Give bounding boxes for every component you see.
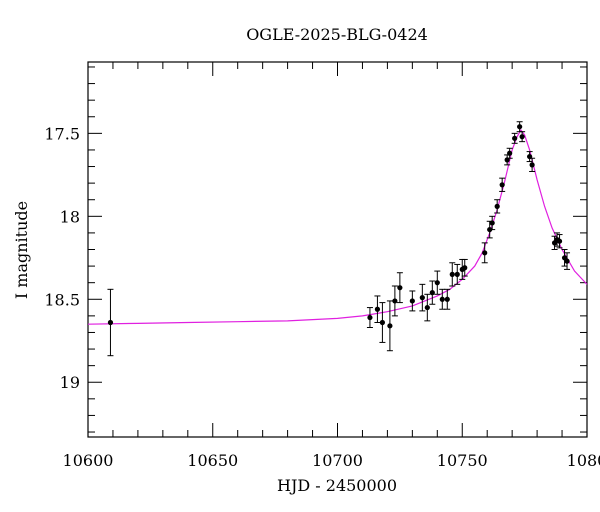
- data-point-marker: [449, 271, 455, 277]
- data-point: [444, 288, 451, 310]
- x-tick-label: 10600: [63, 451, 114, 470]
- data-point-marker: [489, 220, 495, 226]
- data-point: [519, 131, 526, 143]
- data-point-marker: [387, 323, 393, 329]
- axis-ticks: [87, 62, 588, 437]
- data-point: [386, 300, 393, 352]
- data-point: [409, 290, 416, 312]
- y-axis-title: I magnitude: [12, 201, 31, 299]
- y-tick-label: 18.5: [44, 290, 80, 309]
- data-point-marker: [529, 162, 535, 168]
- data-point: [511, 132, 518, 144]
- y-tick-label: 17.5: [44, 124, 80, 143]
- data-point: [489, 215, 496, 231]
- data-point-marker: [367, 314, 373, 321]
- y-tick-label: 19: [60, 373, 80, 392]
- data-point: [529, 157, 536, 173]
- x-tick-label: 10700: [312, 451, 363, 470]
- data-point: [454, 263, 461, 285]
- data-point: [556, 234, 563, 249]
- data-point: [366, 307, 373, 328]
- data-point: [481, 242, 488, 264]
- data-point: [494, 199, 501, 214]
- plot-frame: [87, 61, 588, 438]
- data-point: [107, 288, 114, 357]
- data-point: [379, 302, 386, 343]
- data-point-marker: [424, 304, 430, 311]
- chart-title: OGLE-2025-BLG-0424: [246, 25, 428, 44]
- data-point: [434, 270, 441, 295]
- data-point-marker: [454, 271, 460, 277]
- data-point-marker: [419, 295, 425, 301]
- x-axis-title: HJD - 2450000: [277, 476, 397, 495]
- data-point-marker: [519, 134, 525, 140]
- axis-tick-labels: 10600 10650 10700 10750 1080 17.5 18 18.5 19: [44, 124, 600, 470]
- data-points-layer: [107, 121, 571, 357]
- data-point-marker: [379, 319, 386, 326]
- data-point-marker: [494, 203, 500, 209]
- data-point-marker: [499, 182, 505, 188]
- data-point-marker: [507, 150, 513, 156]
- data-point-marker: [429, 290, 435, 296]
- model-curve: [87, 128, 588, 325]
- data-point-marker: [434, 280, 440, 286]
- data-point-marker: [512, 135, 518, 141]
- x-tick-label: 10650: [187, 451, 238, 470]
- data-point-marker: [107, 319, 114, 326]
- data-point: [449, 262, 456, 287]
- data-point-marker: [564, 258, 570, 264]
- data-point: [499, 177, 506, 192]
- data-point-marker: [374, 306, 381, 312]
- data-point: [424, 293, 431, 322]
- data-point-marker: [556, 238, 563, 244]
- data-point: [391, 285, 398, 317]
- data-point-marker: [439, 296, 445, 302]
- data-point-marker: [409, 298, 415, 304]
- model-curve-layer: [87, 128, 588, 325]
- data-point: [564, 252, 571, 270]
- x-tick-label: 10750: [437, 451, 488, 470]
- data-point: [554, 232, 561, 247]
- data-point: [461, 258, 468, 277]
- data-point: [396, 272, 403, 304]
- y-tick-label: 18: [60, 207, 80, 226]
- data-point-marker: [517, 124, 523, 130]
- data-point-marker: [392, 298, 398, 304]
- data-point-marker: [397, 285, 403, 291]
- data-point: [374, 295, 381, 324]
- x-tick-label: 1080: [567, 451, 600, 470]
- data-point-marker: [444, 296, 450, 302]
- data-point: [429, 280, 436, 305]
- data-point-marker: [462, 265, 468, 271]
- data-point: [506, 147, 513, 159]
- data-point-marker: [482, 250, 488, 256]
- data-point: [419, 283, 426, 312]
